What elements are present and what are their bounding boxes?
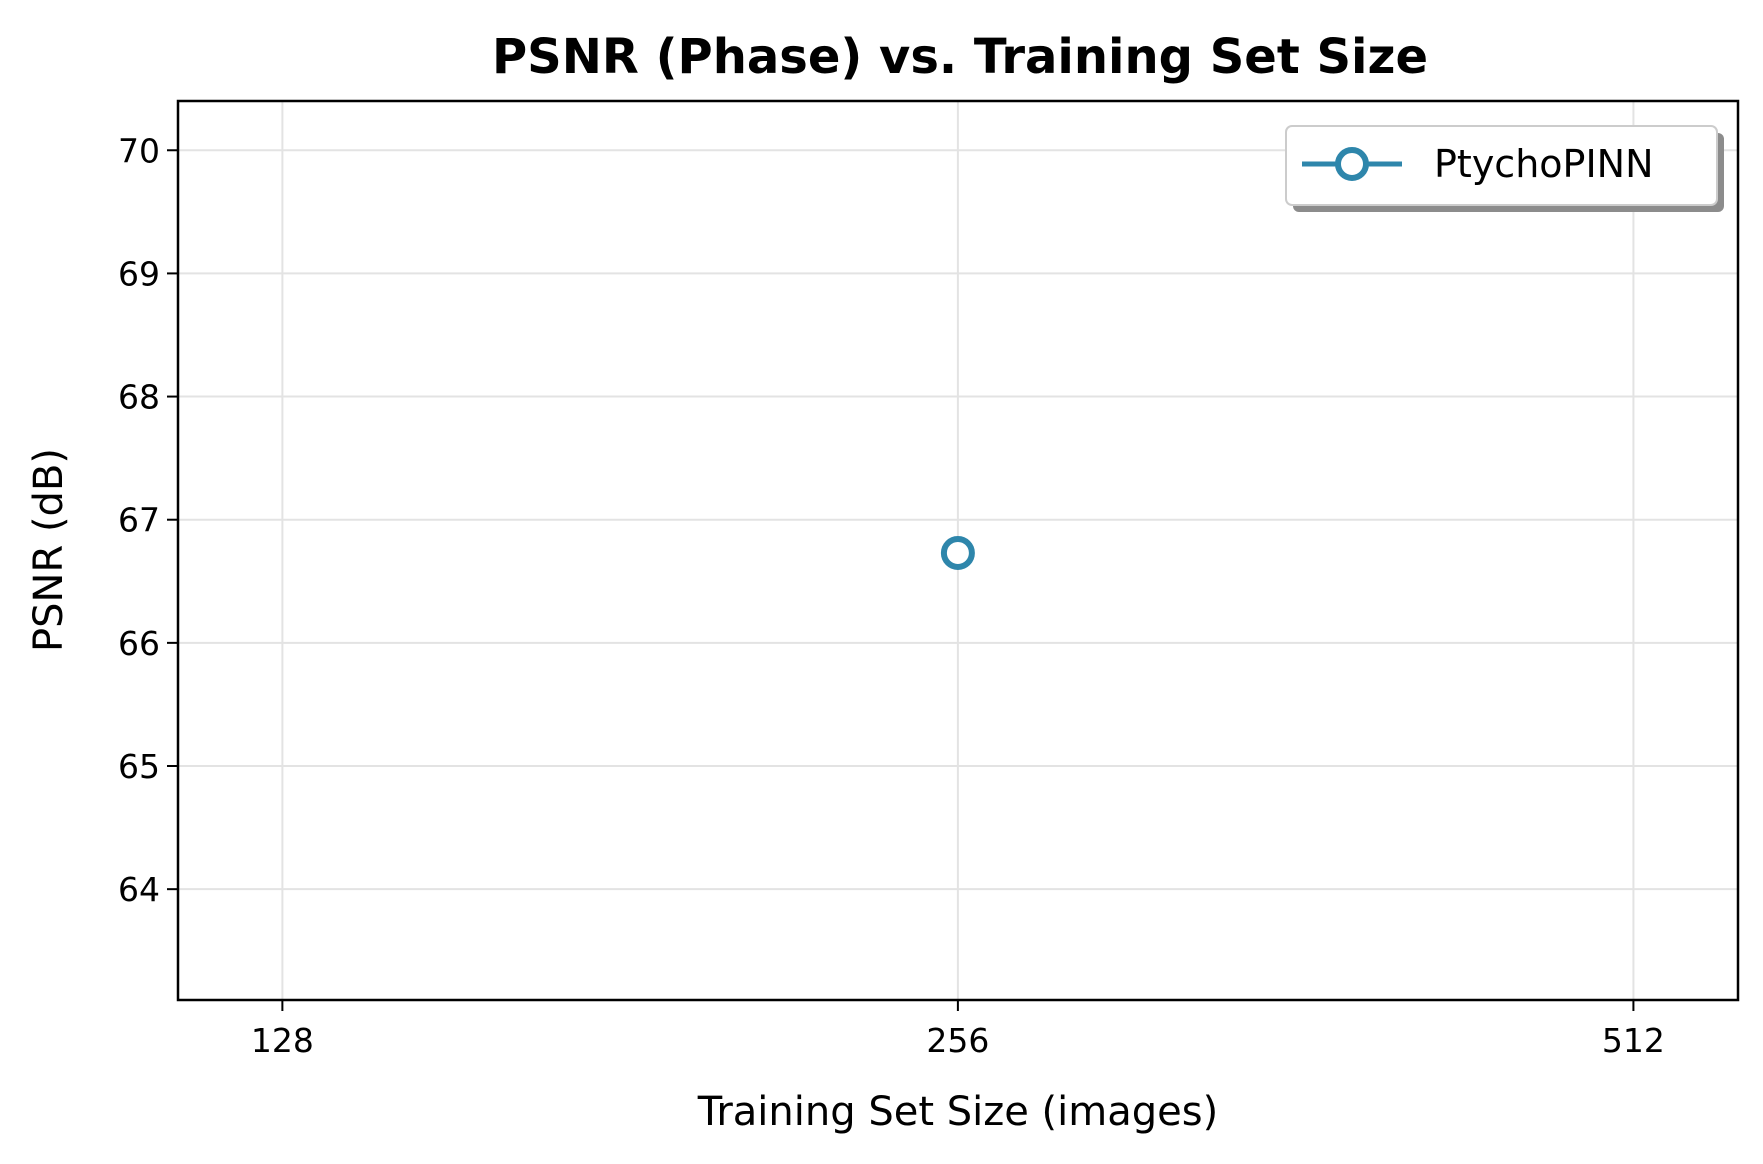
y-tick-label: 64: [118, 870, 160, 909]
legend-box: [1285, 125, 1718, 206]
y-tick-label: 67: [118, 501, 160, 540]
y-axis-label: PSNR (dB): [26, 448, 72, 652]
series-layer: [940, 535, 975, 570]
y-tick-label: 70: [118, 131, 160, 170]
x-tick-label: 128: [251, 1021, 314, 1060]
y-axis-ticks: 64 65 66 67 68 69 70: [118, 131, 178, 909]
x-tick-label: 512: [1602, 1021, 1665, 1060]
data-point: [940, 535, 975, 570]
x-axis-label: Training Set Size (images): [697, 1089, 1218, 1135]
chart-title: PSNR (Phase) vs. Training Set Size: [492, 29, 1428, 85]
x-axis-ticks: 128 256 512: [251, 1000, 1665, 1060]
y-tick-label: 68: [118, 378, 160, 417]
y-tick-label: 69: [118, 254, 160, 293]
y-tick-label: 66: [118, 624, 160, 663]
legend: PtychoPINN: [1285, 125, 1724, 212]
legend-label: PtychoPINN: [1434, 142, 1654, 186]
y-tick-label: 65: [118, 747, 160, 786]
legend-marker-swatch: [1335, 147, 1369, 181]
x-tick-label: 256: [926, 1021, 989, 1060]
